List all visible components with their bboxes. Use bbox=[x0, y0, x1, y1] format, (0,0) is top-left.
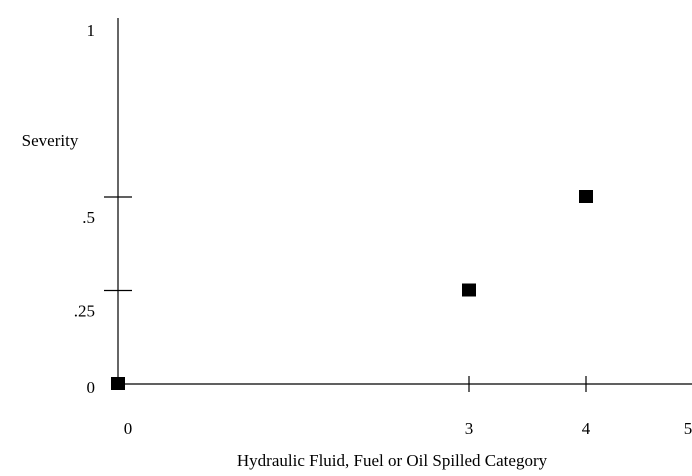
x-tick-label: 5 bbox=[684, 419, 692, 438]
point bbox=[579, 190, 593, 203]
y-axis-label: Severity bbox=[22, 131, 79, 150]
x-tick-label: 3 bbox=[465, 419, 474, 438]
y-tick-label: 1 bbox=[87, 21, 96, 40]
y-tick-label: 0 bbox=[87, 378, 96, 397]
x-tick-label: 0 bbox=[124, 419, 133, 438]
y-tick-label: .5 bbox=[82, 208, 95, 227]
y-tick-label: .25 bbox=[74, 301, 95, 320]
point bbox=[462, 283, 476, 297]
point bbox=[111, 377, 125, 390]
x-tick-label: 4 bbox=[582, 419, 591, 438]
x-axis-label: Hydraulic Fluid, Fuel or Oil Spilled Cat… bbox=[237, 451, 548, 470]
